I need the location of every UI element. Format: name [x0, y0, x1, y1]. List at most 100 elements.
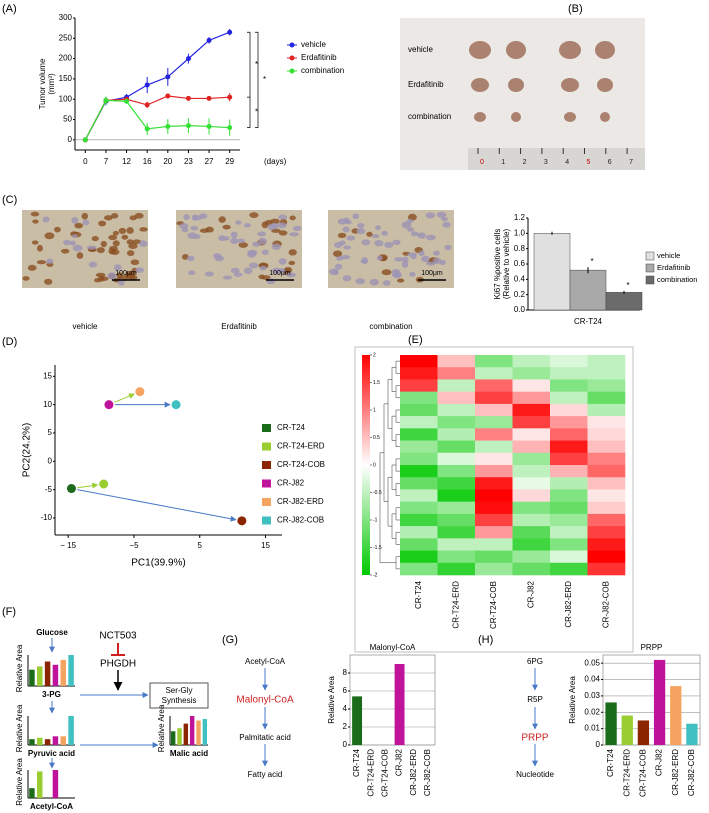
bar	[37, 666, 43, 686]
heatmap-cell	[475, 391, 513, 405]
data-point	[185, 56, 191, 62]
data-point	[82, 137, 88, 143]
heatmap-cell	[437, 513, 476, 527]
heatmap-cell	[550, 367, 588, 380]
scale-bar-label: 100μm	[115, 270, 137, 277]
data-point	[206, 95, 212, 101]
cell	[214, 255, 225, 262]
significance-bracket	[255, 31, 259, 129]
heatmap-cell	[550, 489, 588, 502]
panel-label: (D)	[2, 336, 17, 348]
colorbar	[362, 355, 370, 575]
heatmap-cell	[587, 465, 626, 478]
bar	[196, 720, 201, 745]
cell	[107, 272, 117, 280]
data-point	[185, 123, 191, 129]
x-axis-label: (days)	[264, 157, 287, 166]
heatmap-cell	[550, 501, 588, 515]
legend-label: CR-J82-ERD	[277, 497, 324, 506]
bar	[569, 269, 607, 311]
cell	[61, 248, 70, 254]
y-tick-label: 100	[59, 94, 73, 103]
data-point	[104, 400, 114, 410]
heatmap-cell	[437, 501, 476, 515]
legend-swatch	[645, 275, 655, 285]
bar	[68, 716, 74, 745]
cell	[222, 236, 230, 241]
heatmap-cell	[587, 391, 626, 405]
cell	[381, 269, 392, 276]
heatmap-cell	[587, 489, 626, 502]
heatmap-cell	[475, 526, 513, 539]
dendrogram	[387, 476, 392, 527]
cell	[222, 224, 231, 230]
bar	[352, 696, 363, 745]
heatmap-cell	[550, 440, 588, 454]
heatmap-cell	[550, 428, 588, 441]
cell	[72, 244, 83, 252]
bar	[52, 664, 59, 686]
y-tick-label: 50	[63, 115, 72, 124]
heatmap-cell	[400, 513, 438, 527]
cell	[352, 213, 360, 220]
heatmap-cell	[437, 379, 476, 392]
cell	[425, 212, 436, 219]
heatmap-cell	[475, 489, 513, 502]
dendrogram	[391, 366, 396, 392]
x-tick-label: CR-J82-COB	[601, 581, 610, 628]
series-line	[84, 99, 230, 141]
cell	[261, 221, 269, 229]
cell	[425, 261, 436, 266]
legend-label: Erdafitinib	[657, 263, 690, 272]
y-tick-label: 5	[48, 428, 53, 437]
legend-swatch	[645, 263, 655, 273]
ruler-number: 0	[480, 159, 484, 166]
cell	[190, 225, 199, 231]
tumor	[595, 41, 615, 59]
y-axis-label: Relative Area	[15, 644, 24, 692]
heatmap-cell	[512, 416, 551, 429]
panel-label: (H)	[478, 634, 493, 646]
cell	[343, 245, 352, 250]
bar	[44, 739, 51, 745]
cell	[384, 241, 394, 249]
heatmap-cell	[437, 489, 476, 502]
heatmap-cell	[400, 367, 438, 380]
cell	[44, 278, 53, 285]
data-point	[99, 479, 109, 489]
chart-title: Pyruvic acid	[28, 749, 75, 758]
heatmap-cell	[512, 355, 551, 368]
cell	[444, 244, 452, 251]
legend-label: Erdafitinib	[301, 53, 337, 62]
cell	[356, 228, 366, 235]
bar	[52, 770, 59, 798]
heatmap-cell	[400, 391, 438, 405]
enzyme: PHGDH	[100, 659, 136, 670]
bar	[29, 669, 35, 686]
heatmap-cell	[437, 562, 476, 576]
bar	[177, 728, 182, 745]
image-label: combination	[369, 322, 412, 331]
significance-bracket	[247, 31, 251, 98]
cell	[433, 250, 440, 256]
heatmap-cell	[475, 465, 513, 478]
legend-label: CR-T24-COB	[277, 460, 325, 469]
legend-swatch	[262, 498, 271, 506]
y-tick-label: 0.05	[584, 658, 600, 667]
x-tick-label: 27	[205, 157, 214, 166]
cell	[126, 227, 134, 234]
y-tick-label: 0	[343, 740, 348, 749]
cell	[128, 243, 138, 250]
y-tick-label: 0	[48, 456, 53, 465]
metabolite: Acetyl-CoA	[245, 657, 286, 666]
heatmap-cell	[512, 501, 551, 515]
series-line	[84, 31, 230, 141]
dendrogram	[391, 415, 396, 441]
cell	[187, 232, 197, 239]
cell	[194, 215, 203, 221]
x-tick-label: CR-J82-ERD	[409, 749, 418, 796]
heatmap-cell	[550, 452, 588, 466]
legend-marker	[289, 42, 295, 48]
